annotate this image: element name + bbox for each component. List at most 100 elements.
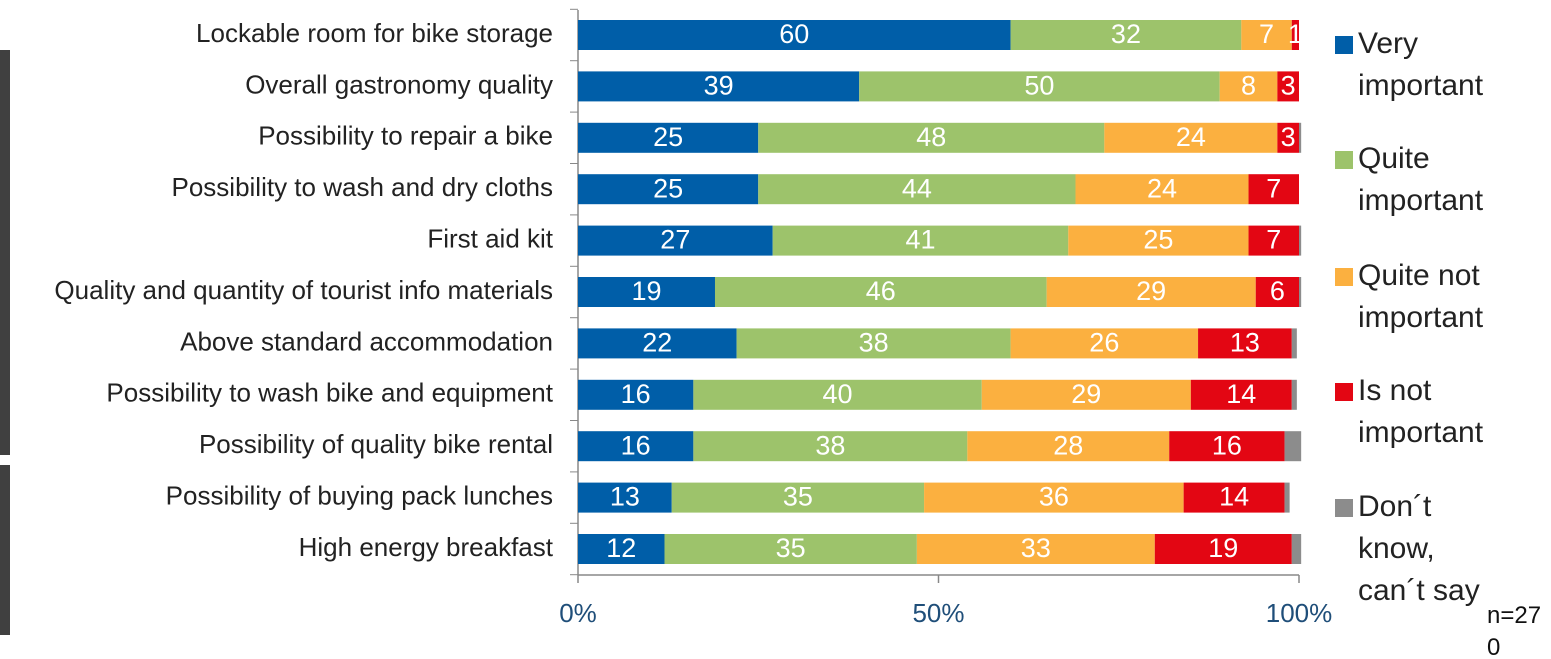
legend-swatch [1335,36,1353,54]
legend-swatch [1335,383,1353,401]
bar-segment [1277,122,1299,153]
value-label: 12 [606,533,636,563]
x-tick-label: 100% [1266,598,1333,628]
value-label: 7 [1266,173,1281,203]
bar-segment [578,482,672,513]
category-label: Possibility of quality bike rental [199,429,553,459]
bar-segment [1169,431,1285,462]
bar-segment [1190,379,1292,410]
bar-segment [1291,20,1299,50]
value-label: 14 [1219,482,1249,512]
bar-segment [1255,277,1299,307]
x-tick-label: 50% [912,598,964,628]
bar-segment [1284,431,1302,462]
value-label: 32 [1111,19,1141,49]
value-label: 13 [610,482,640,512]
category-label: Possibility to wash bike and equipment [106,378,553,408]
bar-segment [578,277,715,307]
value-label: 7 [1266,225,1281,255]
x-tick-label: 0% [559,598,597,628]
bar-segment [1068,225,1249,256]
value-label: 46 [866,276,896,306]
category-label: Overall gastronomy quality [245,69,553,99]
bar-segment [1248,174,1299,205]
value-label: 28 [1053,430,1083,460]
decor-bar [0,50,10,455]
bar-segment [1299,277,1302,307]
value-label: 33 [1021,533,1051,563]
value-label: 38 [815,430,845,460]
bar-segment [736,328,1011,359]
value-label: 16 [1212,430,1242,460]
bar-segment [578,328,737,359]
bar-segment [578,71,860,102]
bar-segment [693,431,968,462]
bar-segment [578,534,665,564]
value-label: 13 [1230,328,1260,358]
value-label: 39 [704,71,734,101]
bar-segment [1291,379,1297,410]
category-label: Possibility to wash and dry cloths [171,172,553,202]
bar-segment [664,534,917,564]
bar-segment [578,225,773,256]
value-label: 24 [1147,173,1177,203]
bar-segment [1299,225,1302,256]
bar-segment [981,379,1191,410]
value-label: 40 [823,379,853,409]
value-label: 16 [621,379,651,409]
category-label: First aid kit [427,223,553,253]
bar-segment [578,122,759,153]
value-label: 24 [1176,122,1206,152]
value-label: 19 [1208,533,1238,563]
bar-segment [772,225,1069,256]
bar-segment [693,379,982,410]
bar-segment [916,534,1155,564]
value-label: 7 [1259,19,1274,49]
legend-label: Is not important [1358,374,1484,449]
bar-segment [924,482,1184,513]
bar-segment [1010,328,1199,359]
value-label: 25 [1143,225,1173,255]
bar-segment [578,20,1011,50]
value-label: 25 [653,173,683,203]
legend-swatch [1335,499,1353,517]
category-label: High energy breakfast [299,532,554,562]
bar-segment [1183,482,1285,513]
value-label: 8 [1241,71,1256,101]
bar-segment [1046,277,1256,307]
value-label: 25 [653,122,683,152]
bar-segment [1299,122,1302,153]
bar-segment [1198,328,1292,359]
category-label: Possibility to repair a bike [258,121,553,151]
bar-segment [671,482,925,513]
value-label: 35 [783,482,813,512]
bar-segment [1248,225,1299,256]
category-label: Quality and quantity of tourist info mat… [54,275,553,305]
legend-label: Quite not important [1358,259,1484,334]
bar-segment [1277,71,1299,102]
annotation: n=27 0 [1487,602,1541,659]
bar-segment [714,277,1047,307]
value-label: 41 [905,225,935,255]
decor-bar [0,465,10,635]
value-label: 19 [631,276,661,306]
value-label: 35 [776,533,806,563]
value-label: 26 [1089,328,1119,358]
bar-segment [1241,20,1292,50]
bar-segment [1010,20,1242,50]
bar-segment [758,174,1076,205]
value-label: 27 [660,225,690,255]
bar-segment [578,431,694,462]
legend-label: Very important [1358,27,1484,102]
bar-segment [578,174,759,205]
bar-segment [1104,122,1278,153]
legend-swatch [1335,268,1353,286]
value-label: 22 [642,328,672,358]
category-label: Lockable room for bike storage [196,18,553,48]
category-label: Above standard accommodation [180,326,553,356]
value-label: 14 [1226,379,1256,409]
bar-segment [1075,174,1249,205]
bar-segment [967,431,1170,462]
value-label: 29 [1071,379,1101,409]
